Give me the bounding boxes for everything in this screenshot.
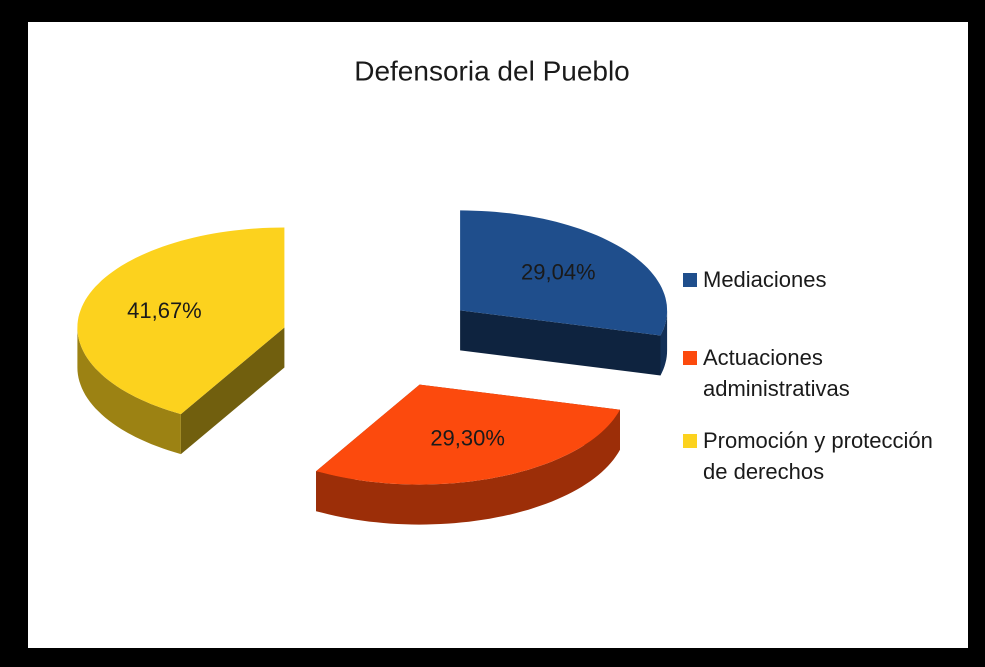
legend-item: Mediaciones bbox=[683, 264, 953, 295]
slice-wall bbox=[316, 409, 620, 525]
slice-side bbox=[180, 327, 285, 455]
legend-swatch bbox=[683, 351, 697, 365]
legend-label: Mediaciones bbox=[703, 267, 827, 292]
slice bbox=[316, 384, 620, 525]
slice-top bbox=[77, 227, 285, 415]
slice-top bbox=[460, 210, 668, 336]
slice bbox=[460, 210, 668, 376]
data-label: 29,30% bbox=[430, 426, 505, 451]
chart-title: Defensoria del Pueblo bbox=[354, 55, 630, 86]
slice-wall bbox=[660, 310, 668, 376]
legend-item: Promoción y protección de derechos bbox=[683, 425, 953, 487]
legend-swatch bbox=[683, 434, 697, 448]
slice bbox=[77, 227, 285, 455]
legend-swatch bbox=[683, 273, 697, 287]
slice-top bbox=[316, 384, 620, 485]
slice-wall bbox=[77, 327, 181, 455]
data-label: 41,67% bbox=[127, 298, 202, 323]
data-label: 29,04% bbox=[521, 260, 596, 285]
legend-label: Promoción y protección de derechos bbox=[703, 428, 933, 484]
legend-label: Actuaciones administrativas bbox=[703, 345, 850, 401]
legend-item: Actuaciones administrativas bbox=[683, 342, 953, 404]
slice-side bbox=[460, 310, 661, 376]
